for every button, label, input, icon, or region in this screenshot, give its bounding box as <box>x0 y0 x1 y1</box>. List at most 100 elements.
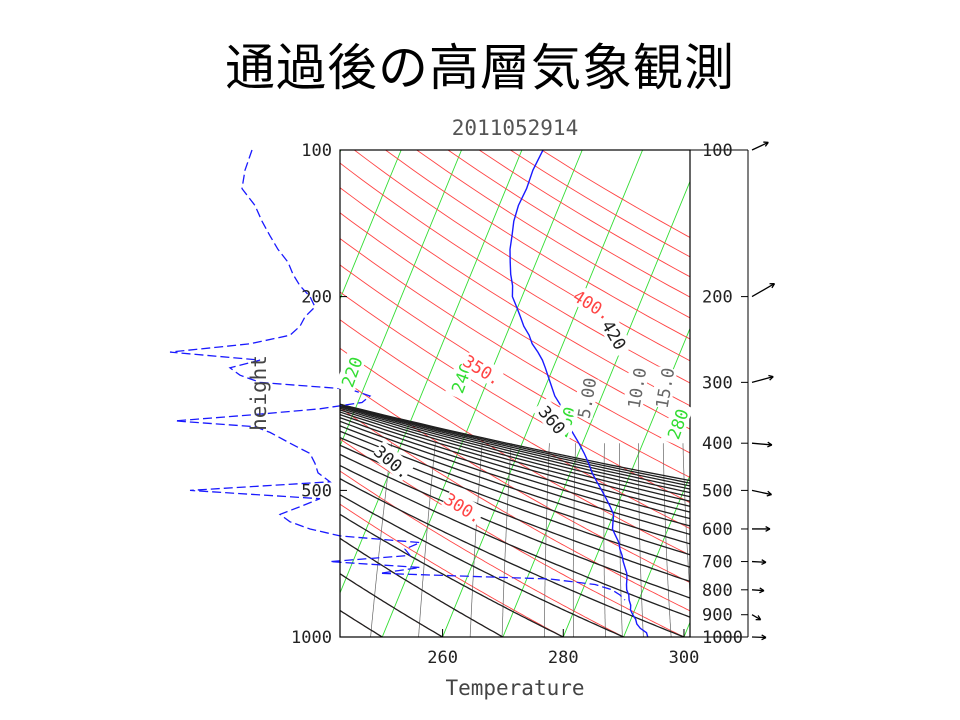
temperature-profile-line <box>509 150 649 637</box>
line-label-background <box>441 488 486 527</box>
wind-barb-head <box>765 525 771 532</box>
moist-adiabat-line <box>340 407 690 502</box>
line-label-background <box>570 285 615 324</box>
right-tick-label: 900 <box>702 606 733 626</box>
wind-barb-head <box>769 282 776 289</box>
wind-barb-head <box>755 615 762 621</box>
dry-adiabat-line <box>340 319 690 530</box>
dry-adiabat-line <box>340 407 690 612</box>
isotherm-line <box>0 150 99 637</box>
humidity-trace-line <box>169 149 626 601</box>
sounding-profile <box>509 150 649 637</box>
mixing-ratio-line <box>603 443 606 637</box>
mixing-ratio-line <box>619 443 623 637</box>
wind-barb-shaft <box>751 376 774 383</box>
x-tick-label: 260 <box>427 648 458 668</box>
wind-barb-head <box>768 374 774 381</box>
right-tick-label: 600 <box>702 520 733 540</box>
mixing-ratio-line <box>638 443 644 637</box>
mixing-ratio-line <box>418 443 436 637</box>
moist-adiabat-line <box>340 464 690 618</box>
isotherm-label: 220 <box>338 354 367 390</box>
mixing-ratio-line <box>544 443 550 637</box>
right-tick-label: 1000 <box>702 628 743 648</box>
moist-adiabat-line <box>340 411 690 513</box>
y-tick-label: 200 <box>301 288 332 308</box>
isotherm-line <box>340 150 402 301</box>
dry-adiabat-line <box>340 609 383 637</box>
moist-adiabat-line <box>340 430 690 556</box>
moist-adiabat-line <box>340 453 690 599</box>
right-tick-label: 400 <box>702 434 733 454</box>
moist-adiabat-line <box>340 444 690 583</box>
wind-barb-shaft <box>751 489 772 496</box>
diagram-grid <box>0 150 944 637</box>
line-label-background <box>370 440 415 482</box>
dry-adiabat-line <box>340 470 624 637</box>
wind-barbs <box>751 141 776 641</box>
moist-adiabat-line <box>340 404 690 490</box>
moist-adiabat-line <box>340 477 685 637</box>
isotherm-label: 280 <box>664 406 693 442</box>
x-tick-label: 300 <box>669 648 700 668</box>
right-tick-label: 800 <box>702 581 733 601</box>
moist-adiabat-line <box>340 420 690 536</box>
x-axis-label: Temperature <box>445 676 584 700</box>
wind-barb-head <box>761 559 767 566</box>
isotherm-line <box>0 150 39 637</box>
isotherm-line <box>0 150 160 637</box>
wind-barb-head <box>766 490 772 497</box>
moist-adiabat-line <box>340 609 383 637</box>
isotherm-line <box>442 150 644 637</box>
y-tick-label: 100 <box>301 141 332 161</box>
wind-barb-shaft <box>751 560 767 563</box>
dry-adiabat-line <box>340 264 690 478</box>
mixing-ratio-line <box>682 443 690 600</box>
line-label-background <box>532 397 574 442</box>
line-label-background <box>460 350 505 389</box>
moist-adiabat-line <box>340 413 690 520</box>
isotherm-line <box>340 150 523 595</box>
moist-adiabat-line <box>340 404 690 487</box>
wind-barb-head <box>767 441 773 448</box>
moist-adiabat-line <box>340 537 504 637</box>
plot-frame <box>339 149 691 638</box>
isotherm-line <box>340 150 462 448</box>
dry-adiabat-line <box>340 238 690 454</box>
moist-adiabat-line <box>340 409 690 507</box>
wind-barb-shaft <box>751 283 775 298</box>
axes: 100 200 500 1000 100 200 300 400 500 600 700 800 900… <box>291 141 748 668</box>
moist-adiabat-line <box>340 513 564 637</box>
dry-adiabat-line <box>340 291 690 504</box>
y-tick-label: 500 <box>301 481 332 501</box>
wind-barb-shaft <box>751 442 772 446</box>
chart-title: 2011052914 <box>452 116 578 140</box>
wind-barb-shaft <box>751 141 769 151</box>
isotherm-line <box>744 150 944 637</box>
mixing-ratio-line <box>501 443 512 637</box>
dry-adiabat-line <box>340 187 690 407</box>
right-tick-label: 300 <box>702 373 733 393</box>
mixing-ratio-line <box>370 443 392 637</box>
moist-adiabat-line <box>340 416 690 527</box>
x-tick-label: 280 <box>548 648 579 668</box>
line-label-background <box>572 376 600 420</box>
dry-adiabat-line <box>340 503 564 637</box>
isotherm-line <box>20 150 220 637</box>
y-axis-label: height <box>247 355 271 431</box>
wind-barb-shaft <box>751 589 765 592</box>
moist-adiabat-line <box>340 436 690 568</box>
dry-adiabat-line <box>353 150 690 362</box>
moist-adiabat-line <box>340 572 443 637</box>
moist-adiabat-line <box>340 425 690 545</box>
wind-barb-shaft <box>751 614 761 621</box>
mixing-ratio-line <box>469 443 483 637</box>
right-tick-label: 100 <box>702 141 733 161</box>
line-labels: 220240260280300.350.400.300.3604205.0010… <box>334 285 694 528</box>
moist-adiabat-line <box>340 405 690 494</box>
moist-adiabat-line <box>340 403 690 484</box>
line-label-background <box>622 366 650 410</box>
slide-title: 通過後の高層気象観測 <box>225 39 735 97</box>
moist-adiabat-line <box>340 403 690 482</box>
